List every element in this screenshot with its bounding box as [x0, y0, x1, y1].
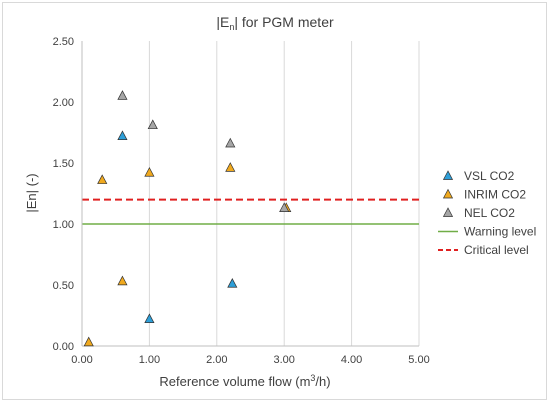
inrim-co2-point [225, 162, 236, 172]
y-tick-label: 0.50 [53, 280, 74, 292]
x-tick-label: 4.00 [341, 354, 362, 366]
legend-marker-inrim-co2 [442, 188, 454, 199]
chart-frame [2, 2, 547, 400]
legend-marker-nel-co2 [442, 207, 454, 217]
y-tick-labels: 0.00 0.50 1.00 1.50 2.00 2.50 [53, 36, 74, 353]
legend-label-warning-level: Warning level [464, 225, 536, 239]
nel-co2-point [147, 119, 158, 130]
inrim-co2-point [97, 174, 108, 184]
nel-co2-point [279, 202, 290, 212]
y-tick-label: 1.00 [53, 219, 74, 231]
legend-label-inrim-co2: INRIM CO2 [464, 188, 526, 202]
y-tick-label: 2.50 [53, 36, 74, 48]
x-tick-label: 0.00 [71, 354, 92, 366]
legend: VSL CO2 INRIM CO2 NEL CO2 Warning level Crit… [438, 169, 536, 257]
x-axis-label: Reference volume flow (m3/h) [159, 373, 330, 389]
reference-lines [82, 198, 419, 225]
vsl-co2-point [227, 278, 238, 288]
x-tick-label: 1.00 [139, 354, 160, 366]
vsl-co2-point [144, 313, 155, 324]
x-tick-label: 2.00 [206, 354, 227, 366]
nel-co2-point [117, 90, 128, 100]
legend-label-vsl-co2: VSL CO2 [464, 169, 515, 183]
axes [81, 41, 419, 347]
y-tick-label: 0.00 [53, 341, 74, 353]
inrim-co2-point [117, 275, 128, 286]
grid [148, 41, 420, 346]
legend-label-critical-level: Critical level [464, 243, 529, 257]
x-tick-label: 5.00 [408, 354, 429, 366]
nel-co2-point [225, 137, 236, 148]
legend-marker-vsl-co2 [442, 170, 454, 180]
inrim-co2-point [83, 336, 94, 347]
y-tick-label: 1.50 [53, 158, 74, 170]
vsl-co2-point [117, 130, 128, 141]
y-axis-label: |En| (-) [24, 173, 39, 212]
data-points [83, 90, 292, 347]
chart-title: |En| for PGM meter [216, 14, 334, 32]
y-tick-label: 2.00 [53, 97, 74, 109]
legend-label-nel-co2: NEL CO2 [464, 206, 515, 220]
inrim-co2-point [144, 167, 155, 177]
x-tick-label: 3.00 [273, 354, 294, 366]
x-tick-labels: 0.00 1.00 2.00 3.00 4.00 5.00 [71, 354, 429, 366]
